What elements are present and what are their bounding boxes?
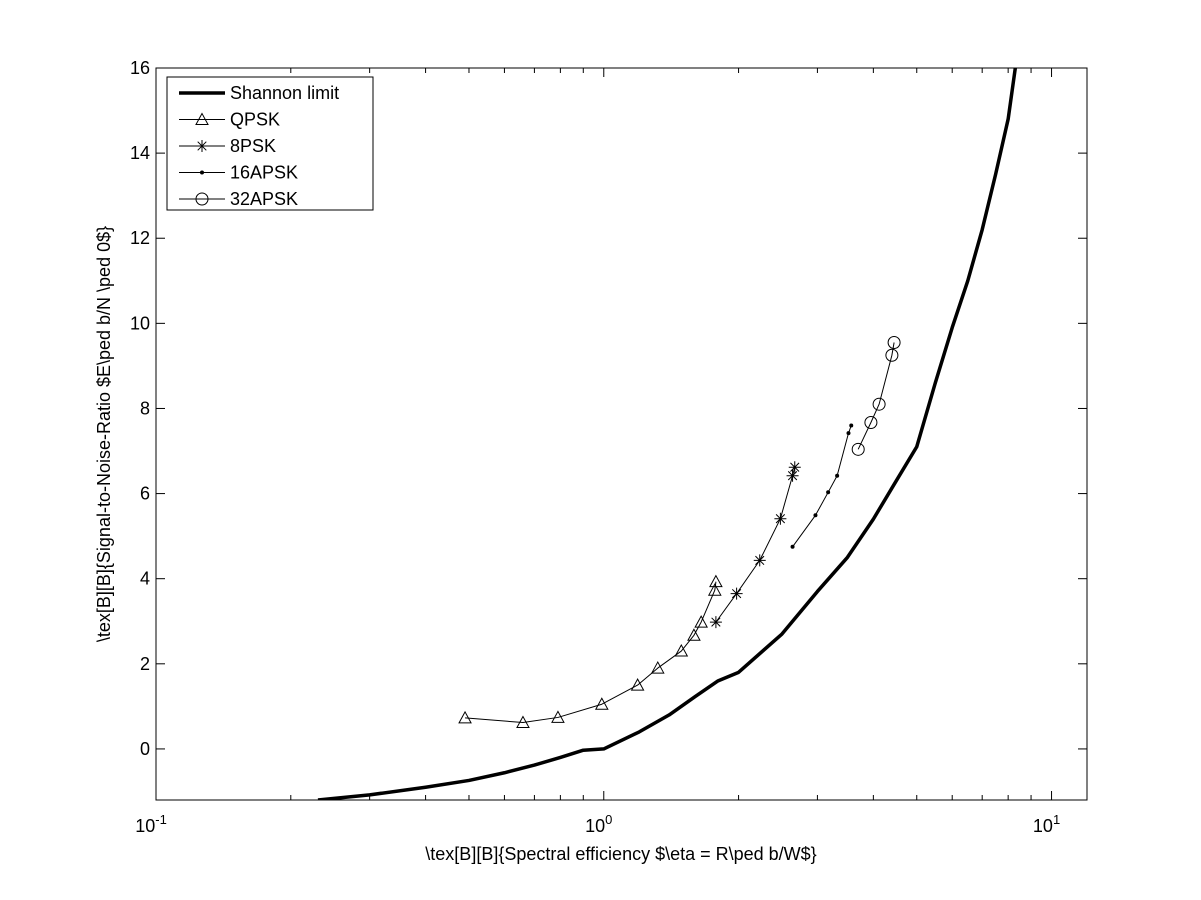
data-point — [887, 336, 901, 349]
legend-label: Shannon limit — [230, 83, 339, 103]
x-tick-exponent: 1 — [1053, 812, 1060, 827]
legend-marker — [195, 192, 209, 206]
y-tick-label: 10 — [130, 313, 150, 333]
legend-item: QPSK — [179, 110, 280, 130]
legend-box — [166, 76, 374, 211]
data-point — [730, 587, 743, 600]
data-point — [594, 697, 609, 710]
data-point — [864, 416, 878, 430]
series-layer — [317, 68, 1018, 800]
legend-item: 32APSK — [179, 189, 298, 209]
axis-ticks — [155, 67, 1087, 800]
data-point — [709, 574, 723, 588]
data-point — [650, 661, 665, 674]
legend-label: 8PSK — [230, 136, 276, 156]
data-point — [826, 490, 831, 495]
data-point — [788, 461, 801, 474]
data-point — [687, 628, 701, 641]
data-point — [849, 423, 854, 428]
y-axis-label: \tex[B][B]{Signal-to-Noise-Ratio $E\ped … — [94, 226, 114, 642]
x-tick-label: 101 — [1033, 812, 1060, 836]
series-8psk — [709, 461, 801, 629]
data-point — [709, 616, 722, 629]
data-point — [753, 554, 766, 567]
data-point — [458, 710, 472, 724]
data-point — [813, 513, 818, 518]
legend-marker — [200, 170, 204, 175]
series-16apsk — [790, 423, 854, 549]
legend-label: 16APSK — [230, 163, 298, 183]
data-point — [774, 512, 787, 525]
data-point — [707, 583, 722, 596]
y-tick-label: 6 — [140, 484, 150, 504]
series-line — [465, 581, 717, 724]
data-point — [846, 431, 851, 436]
data-point — [786, 469, 799, 482]
legend-label: QPSK — [230, 110, 280, 130]
y-tick-label: 12 — [130, 228, 150, 248]
series-line — [317, 68, 1018, 800]
data-point — [885, 348, 899, 362]
data-point — [551, 710, 565, 723]
data-point — [674, 644, 689, 657]
legend-marker — [196, 140, 208, 152]
x-tick-exponent: 0 — [605, 812, 612, 827]
x-axis-label: \tex[B][B]{Spectral efficiency $\eta = R… — [425, 844, 816, 864]
y-tick-label: 16 — [130, 58, 150, 78]
y-tick-label: 8 — [140, 398, 150, 418]
data-point — [630, 678, 645, 691]
data-point — [516, 715, 530, 729]
data-point — [835, 473, 840, 478]
y-tick-label: 4 — [140, 569, 150, 589]
y-tick-label: 14 — [130, 143, 150, 163]
data-point — [851, 442, 865, 456]
x-tick-base: 10 — [135, 816, 155, 836]
x-tick-exponent: -1 — [155, 812, 167, 827]
legend-marker — [195, 112, 209, 125]
data-point — [694, 615, 708, 628]
x-tick-label: 100 — [585, 812, 612, 836]
x-tick-base: 10 — [585, 816, 605, 836]
series-32apsk — [851, 336, 901, 456]
legend-item: Shannon limit — [179, 83, 339, 103]
legend: Shannon limit QPSK 8PSK 16APSK 32APSK — [166, 76, 374, 211]
series-line — [857, 342, 895, 450]
y-tick-label: 0 — [140, 739, 150, 759]
data-point — [790, 544, 795, 549]
y-tick-label: 2 — [140, 654, 150, 674]
legend-label: 32APSK — [230, 189, 298, 209]
series-qpsk — [458, 574, 723, 729]
legend-item: 16APSK — [179, 163, 298, 183]
x-tick-base: 10 — [1033, 816, 1053, 836]
series-shannon-limit — [317, 68, 1018, 800]
x-tick-label: 10-1 — [135, 812, 167, 836]
legend-item: 8PSK — [179, 136, 276, 156]
data-point — [872, 397, 886, 411]
